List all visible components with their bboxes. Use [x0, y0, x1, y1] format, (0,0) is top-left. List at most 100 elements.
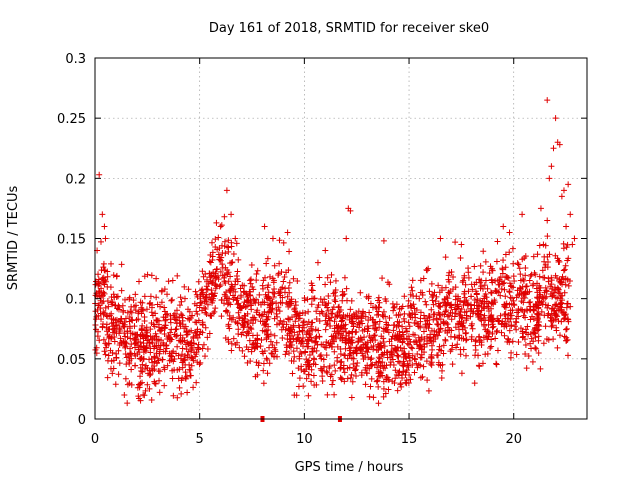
data-point: [156, 377, 163, 384]
data-point: [361, 334, 368, 341]
data-point: [288, 300, 295, 307]
data-point: [525, 352, 532, 359]
data-point: [173, 332, 180, 339]
data-point: [252, 299, 259, 306]
data-point: [357, 334, 364, 341]
data-point: [324, 274, 331, 281]
data-point: [302, 310, 309, 317]
data-point: [93, 290, 100, 297]
data-point: [527, 340, 534, 347]
data-point: [480, 248, 487, 255]
data-point: [262, 291, 269, 298]
data-point: [561, 315, 568, 322]
data-point: [388, 336, 395, 343]
data-point: [264, 284, 271, 291]
data-point: [245, 297, 252, 304]
data-point: [126, 325, 133, 332]
data-point: [346, 312, 353, 319]
data-point: [221, 271, 228, 278]
data-point: [295, 322, 302, 329]
data-point: [339, 288, 346, 295]
data-point: [121, 330, 128, 337]
data-point: [545, 336, 552, 343]
data-point: [529, 282, 536, 289]
data-point: [385, 329, 392, 336]
data-point: [502, 293, 509, 300]
data-point: [408, 344, 415, 351]
data-point: [173, 320, 180, 327]
data-point: [239, 282, 246, 289]
data-point: [260, 367, 267, 374]
data-point: [92, 281, 99, 288]
data-point: [524, 323, 531, 330]
data-point: [318, 367, 325, 374]
data-point: [168, 353, 175, 360]
data-point: [100, 278, 107, 285]
data-point: [311, 345, 318, 352]
data-point: [444, 313, 451, 320]
data-point: [160, 341, 167, 348]
data-point: [111, 328, 118, 335]
data-point: [181, 283, 188, 290]
data-point: [424, 377, 431, 384]
data-point: [264, 332, 271, 339]
data-point: [552, 115, 559, 122]
data-point: [107, 260, 114, 267]
data-point: [410, 301, 417, 308]
data-point: [527, 272, 534, 279]
data-point: [312, 361, 319, 368]
data-point: [412, 356, 419, 363]
data-point: [171, 310, 178, 317]
data-point: [286, 279, 293, 286]
data-point: [425, 387, 432, 394]
data-point: [309, 287, 316, 294]
data-point: [117, 335, 124, 342]
data-point: [324, 369, 331, 376]
data-point: [367, 300, 374, 307]
data-point: [247, 280, 254, 287]
data-point: [407, 312, 414, 319]
y-tick-label: 0.1: [65, 293, 86, 308]
data-point: [178, 311, 185, 318]
data-point: [428, 353, 435, 360]
data-point: [348, 394, 355, 401]
data-point: [167, 329, 174, 336]
data-point: [202, 324, 209, 331]
data-point: [248, 326, 255, 333]
data-point: [433, 316, 440, 323]
data-point: [534, 280, 541, 287]
data-point: [234, 295, 241, 302]
data-point: [554, 313, 561, 320]
data-point: [223, 295, 230, 302]
data-point: [348, 355, 355, 362]
data-point: [286, 343, 293, 350]
data-point: [518, 298, 525, 305]
data-point: [431, 331, 438, 338]
data-point: [424, 340, 431, 347]
data-point: [288, 357, 295, 364]
data-point: [400, 315, 407, 322]
data-point: [242, 313, 249, 320]
data-point: [217, 281, 224, 288]
data-point: [448, 346, 455, 353]
data-point: [124, 328, 131, 335]
data-point: [372, 337, 379, 344]
data-point: [368, 355, 375, 362]
data-point: [385, 386, 392, 393]
data-point: [188, 312, 195, 319]
data-point: [290, 348, 297, 355]
data-point: [498, 286, 505, 293]
data-point: [175, 375, 182, 382]
data-point: [502, 264, 509, 271]
data-point: [553, 324, 560, 331]
data-point: [323, 311, 330, 318]
data-point: [558, 292, 565, 299]
data-point: [522, 351, 529, 358]
data-point: [128, 309, 135, 316]
data-point: [160, 364, 167, 371]
data-point: [389, 352, 396, 359]
data-point: [472, 352, 479, 359]
data-point: [548, 323, 555, 330]
data-point: [370, 394, 377, 401]
data-point: [210, 269, 217, 276]
